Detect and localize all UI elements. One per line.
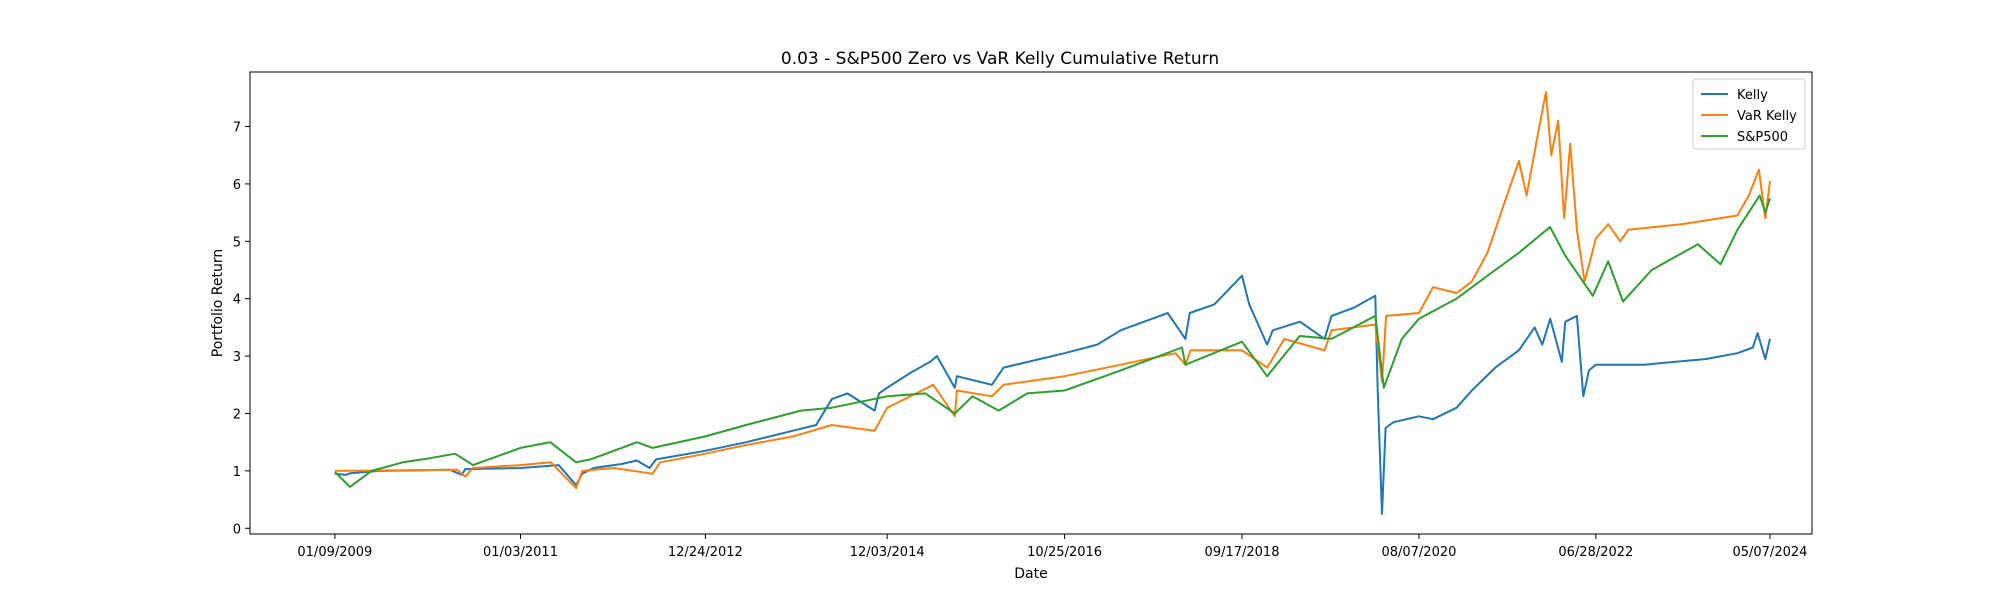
chart-title: 0.03 - S&P500 Zero vs VaR Kelly Cumulati… — [781, 49, 1219, 69]
x-tick-label: 01/09/2009 — [297, 545, 372, 560]
legend-box — [1692, 78, 1806, 150]
x-axis-title: Date — [1014, 566, 1047, 582]
x-tick-label: 10/25/2016 — [1027, 545, 1102, 560]
y-axis-title: Portfolio Return — [210, 249, 226, 358]
plot-lines — [334, 91, 1771, 515]
y-tick-label: 7 — [233, 121, 241, 136]
x-tick-label: 06/28/2022 — [1558, 545, 1633, 560]
x-tick-label: 12/03/2014 — [850, 545, 925, 560]
x-tick-label: 12/24/2012 — [668, 545, 743, 560]
x-tick-label: 05/07/2024 — [1732, 545, 1807, 560]
legend-label-kelly: Kelly — [1737, 88, 1768, 103]
y-tick-label: 4 — [233, 293, 241, 308]
x-axis: 01/09/2009 01/03/2011 12/24/2012 12/03/2014… — [297, 534, 1807, 560]
series-line-var-kelly — [334, 91, 1771, 490]
legend: Kelly VaR Kelly S&P500 — [1692, 78, 1806, 150]
plot-frame — [249, 71, 1813, 535]
series-line-sandp500 — [334, 194, 1771, 488]
y-tick-label: 6 — [233, 178, 241, 193]
x-tick-label: 08/07/2020 — [1381, 545, 1456, 560]
x-tick-label: 01/03/2011 — [483, 545, 558, 560]
y-axis: 0 1 2 3 4 5 6 7 — [233, 121, 250, 537]
y-tick-label: 1 — [233, 465, 241, 480]
y-tick-label: 3 — [233, 350, 241, 365]
x-tick-label: 09/17/2018 — [1205, 545, 1280, 560]
y-tick-label: 0 — [233, 522, 241, 537]
y-tick-label: 2 — [233, 407, 241, 422]
series-line-kelly — [334, 274, 1771, 515]
legend-label-var-kelly: VaR Kelly — [1737, 109, 1797, 124]
y-tick-label: 5 — [233, 235, 241, 250]
legend-label-sandp500: S&P500 — [1737, 130, 1788, 145]
